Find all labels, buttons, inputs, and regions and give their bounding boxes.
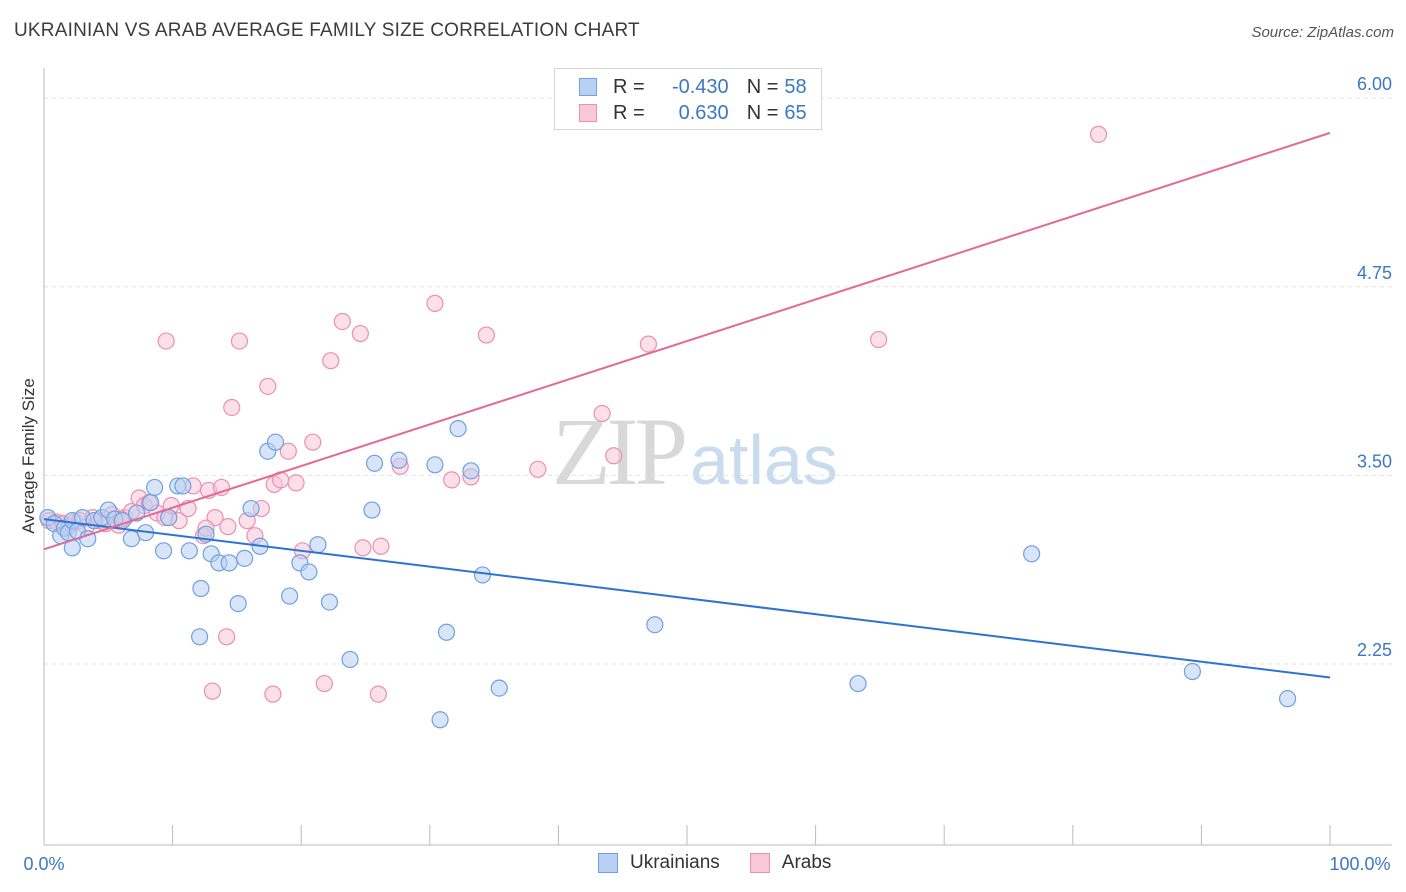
ukrainian-point <box>1023 545 1041 563</box>
ukrainian-point <box>309 536 327 554</box>
source-label: Source: ZipAtlas.com <box>1251 24 1394 41</box>
ukrainian-point <box>229 595 247 613</box>
ukrainian-point <box>142 493 160 512</box>
arab-point <box>219 518 237 536</box>
legend-item-arabs[interactable]: Arabs <box>749 852 832 874</box>
arab-point <box>369 685 387 703</box>
arab-point <box>333 312 351 331</box>
ukrainian-point <box>281 587 299 605</box>
legend-label-ukrainians: Ukrainians <box>630 852 720 873</box>
x-tick-label: 0.0% <box>23 854 64 874</box>
arabs-swatch <box>579 104 597 122</box>
arab-point <box>529 460 547 478</box>
y-tick-label: 3.50 <box>1357 451 1392 471</box>
ukrainians-trend-line <box>43 518 1331 679</box>
ukrainian-point <box>473 566 492 584</box>
arab-point <box>477 326 495 344</box>
ukrainian-point <box>363 501 381 519</box>
arab-point <box>322 352 340 370</box>
legend-r-value: 0.630 <box>678 101 729 124</box>
legend-n-label: N = <box>746 75 779 98</box>
y-tick-label: 2.25 <box>1357 640 1392 660</box>
ukrainian-point <box>1278 690 1297 708</box>
ukrainian-point <box>449 419 467 438</box>
ukrainian-point <box>390 451 408 469</box>
ukrainian-point <box>365 454 384 472</box>
arab-point <box>157 332 175 350</box>
stats-legend: R = -0.430 N = 58 R = 0.630 N = 65 <box>554 68 822 130</box>
legend-label-arabs: Arabs <box>781 852 832 873</box>
arab-point <box>230 332 249 350</box>
arab-point <box>605 447 623 465</box>
legend-n-label: N = <box>746 101 779 124</box>
series-legend: Ukrainians Arabs <box>598 852 861 874</box>
ukrainian-point <box>160 509 178 527</box>
chart-title: UKRAINIAN VS ARAB AVERAGE FAMILY SIZE CO… <box>14 20 640 41</box>
ukrainian-point <box>192 579 210 598</box>
watermark: ZIPatlas <box>552 396 838 507</box>
y-axis-label: Average Family Size <box>19 378 38 534</box>
arabs-legend-swatch <box>749 853 770 873</box>
arab-point <box>443 471 461 489</box>
arab-point <box>218 628 236 646</box>
arab-point <box>593 404 611 423</box>
arabs-trend-line <box>43 131 1331 551</box>
ukrainians-legend-swatch <box>598 853 618 873</box>
ukrainian-point <box>1183 662 1201 681</box>
ukrainian-point <box>174 477 192 495</box>
ukrainian-point <box>300 563 318 581</box>
legend-n-value: 65 <box>784 101 807 124</box>
arab-point <box>223 398 241 417</box>
legend-r-value: -0.430 <box>671 75 729 98</box>
arab-point <box>354 539 372 557</box>
ukrainian-point <box>437 623 456 641</box>
arab-point <box>870 330 888 349</box>
ukrainian-point <box>849 674 867 693</box>
legend-row-ukrainians: R = -0.430 N = 58 <box>579 73 807 101</box>
ukrainian-point <box>431 711 449 729</box>
ukrainian-point <box>180 542 198 560</box>
ukrainian-point <box>320 593 339 611</box>
arab-point <box>351 324 369 343</box>
ukrainian-point <box>341 650 359 669</box>
x-tick-label: 100.0% <box>1329 854 1390 874</box>
arab-point <box>264 685 282 703</box>
ukrainian-point <box>266 433 285 451</box>
ukrainian-point <box>145 478 164 497</box>
legend-item-ukrainians[interactable]: Ukrainians <box>598 852 720 874</box>
y-tick-label: 4.75 <box>1357 263 1392 283</box>
arab-point <box>203 682 222 700</box>
legend-n-value: 58 <box>784 75 807 98</box>
ukrainian-point <box>154 542 173 560</box>
ukrainian-point <box>220 554 238 572</box>
arab-point <box>1089 125 1108 143</box>
ukrainian-point <box>191 628 209 646</box>
arab-point <box>372 537 390 555</box>
arab-point <box>426 294 444 312</box>
watermark-atlas: atlas <box>690 421 838 499</box>
legend-row-arabs: R = 0.630 N = 65 <box>579 99 807 127</box>
y-tick-label: 6.00 <box>1357 74 1392 94</box>
ukrainian-point <box>490 679 508 697</box>
arab-point <box>279 442 297 460</box>
legend-r-label: R = <box>613 101 645 124</box>
ukrainian-point <box>646 616 664 634</box>
ukrainian-point <box>426 456 444 474</box>
legend-r-label: R = <box>613 75 645 98</box>
ukrainian-point <box>242 499 260 518</box>
arab-point <box>259 377 277 395</box>
arab-point <box>315 674 333 693</box>
arab-point <box>287 474 305 492</box>
ukrainian-point <box>236 549 254 567</box>
ukrainian-point <box>462 462 480 480</box>
ukrainians-swatch <box>579 78 597 96</box>
arab-point <box>639 335 658 353</box>
arab-point <box>304 433 322 451</box>
